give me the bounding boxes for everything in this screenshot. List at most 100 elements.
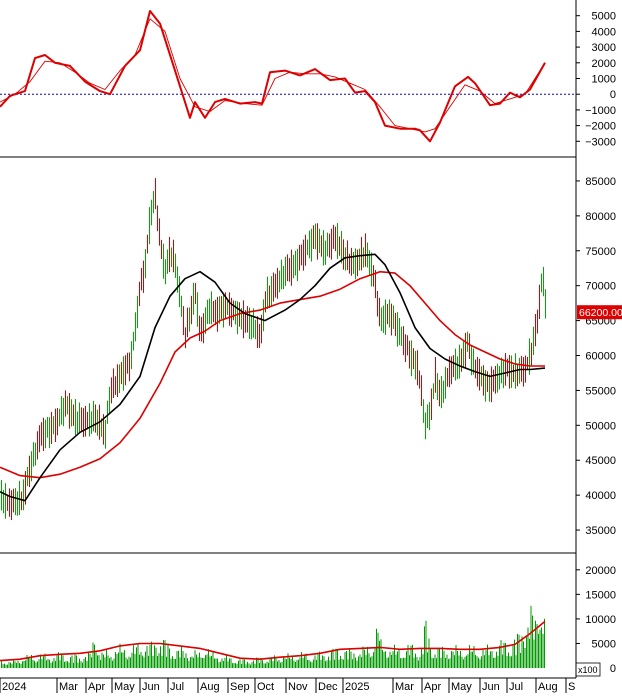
volume-bar xyxy=(257,657,259,668)
volume-bar xyxy=(458,655,460,668)
volume-bar xyxy=(494,657,496,668)
volume-bar xyxy=(506,656,508,668)
volume-bar xyxy=(280,662,281,668)
volume-bar xyxy=(467,654,469,668)
volume-bar xyxy=(109,658,110,668)
volume-bar xyxy=(287,653,289,668)
oscillator-y-tick-label: −3000 xyxy=(585,136,616,148)
volume-bar xyxy=(254,663,256,668)
volume-bar xyxy=(304,656,305,668)
volume-bar xyxy=(71,655,73,668)
x-axis-label: Sep xyxy=(230,681,250,693)
volume-bar xyxy=(412,644,413,668)
volume-bar xyxy=(56,655,58,668)
volume-bar xyxy=(343,659,344,668)
volume-bar xyxy=(463,659,464,668)
volume-bar xyxy=(73,662,74,668)
volume-bar xyxy=(269,657,271,668)
volume-bar xyxy=(173,658,175,668)
price-y-tick-label: 70000 xyxy=(585,281,616,293)
volume-bar xyxy=(265,663,266,668)
volume-bar xyxy=(86,660,88,668)
volume-bar xyxy=(161,655,163,668)
volume-bar xyxy=(392,651,394,668)
volume-bar xyxy=(332,648,334,668)
price-y-tick-label: 55000 xyxy=(585,385,616,397)
volume-bar xyxy=(377,632,379,668)
volume-y-tick-label: 0 xyxy=(610,663,616,675)
x-axis-label: Aug xyxy=(200,681,220,693)
volume-unit-label: x100 xyxy=(578,665,598,675)
price-y-tick-label: 60000 xyxy=(585,351,616,363)
oscillator-y-tick-label: 1000 xyxy=(592,74,616,86)
volume-bar xyxy=(325,661,326,668)
volume-bar xyxy=(524,647,526,668)
volume-bar xyxy=(103,654,104,668)
volume-bar xyxy=(2,664,4,668)
volume-bar xyxy=(167,643,169,668)
volume-bar xyxy=(481,656,482,668)
volume-bar xyxy=(284,658,286,668)
volume-bar xyxy=(487,644,488,668)
volume-bar xyxy=(281,661,283,668)
volume-bar xyxy=(176,651,178,668)
volume-y-tick-label: 10000 xyxy=(585,614,616,626)
volume-bar xyxy=(430,648,431,668)
volume-bar xyxy=(194,650,196,668)
volume-bar xyxy=(457,650,458,668)
volume-bar xyxy=(40,654,41,668)
volume-bar xyxy=(359,654,361,668)
volume-bar xyxy=(166,656,167,668)
volume-bar xyxy=(470,651,472,668)
volume-bar xyxy=(164,640,166,668)
volume-bar xyxy=(5,664,7,668)
volume-bar xyxy=(143,657,145,668)
volume-bar xyxy=(97,655,98,668)
volume-bar xyxy=(293,660,295,668)
volume-bar xyxy=(520,652,521,668)
volume-bar xyxy=(94,644,95,668)
volume-bar xyxy=(226,655,227,668)
volume-bar xyxy=(62,655,64,668)
volume-bar xyxy=(160,646,161,668)
x-axis-label: S xyxy=(568,681,575,693)
volume-bar xyxy=(362,646,364,668)
volume-panel: 20000 15000 10000 5000 0 x100 xyxy=(0,565,616,677)
volume-bar xyxy=(361,657,362,668)
volume-bar xyxy=(191,656,193,668)
volume-y-tick-label: 15000 xyxy=(585,589,616,601)
volume-bar xyxy=(382,649,383,668)
volume-bar xyxy=(374,647,376,668)
volume-bar xyxy=(491,651,493,668)
volume-bar xyxy=(466,655,467,668)
volume-bar xyxy=(344,652,346,668)
volume-bar xyxy=(190,657,191,668)
volume-bar xyxy=(124,650,125,668)
volume-bar xyxy=(214,658,215,668)
volume-bar xyxy=(322,655,323,668)
volume-bar xyxy=(446,654,448,668)
volume-bar xyxy=(83,658,85,668)
volume-bar xyxy=(532,615,533,668)
volume-bar xyxy=(236,663,238,668)
volume-bar xyxy=(425,620,427,668)
volume-bar xyxy=(307,660,308,668)
volume-bar xyxy=(239,659,241,668)
volume-bar xyxy=(182,651,184,668)
oscillator-y-tick-label: 2000 xyxy=(592,58,616,70)
volume-bar xyxy=(283,657,284,668)
volume-bar xyxy=(149,644,151,668)
volume-bar xyxy=(391,654,392,668)
volume-bar xyxy=(439,648,440,668)
volume-bar xyxy=(113,658,115,668)
volume-bar xyxy=(34,660,35,668)
volume-bar xyxy=(517,633,518,668)
volume-bar xyxy=(298,659,299,668)
volume-bar xyxy=(334,659,335,668)
volume-bar xyxy=(422,654,424,668)
volume-bar xyxy=(43,656,44,668)
volume-bar xyxy=(130,657,131,668)
volume-y-tick-label: 20000 xyxy=(585,565,616,577)
volume-bar xyxy=(356,660,358,668)
volume-bar xyxy=(437,648,439,668)
